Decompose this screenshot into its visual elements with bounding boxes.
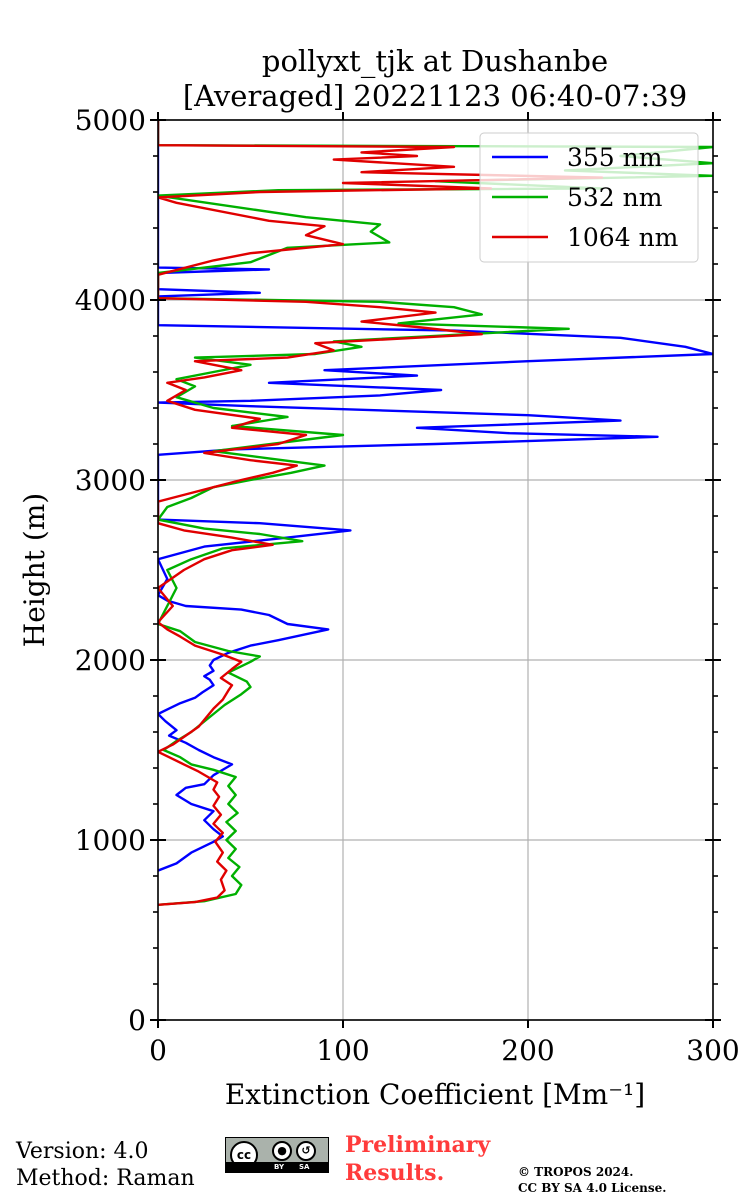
y-tick-label: 5000 (75, 104, 146, 137)
series-lines (158, 120, 713, 906)
share-alike-icon: ↺ (296, 1141, 316, 1161)
preliminary-line1: Preliminary (345, 1132, 491, 1158)
copyright-line2: CC BY SA 4.0 License. (518, 1181, 667, 1195)
x-tick-label: 300 (686, 1034, 739, 1067)
legend: 355 nm 532 nm 1064 nm (479, 132, 699, 263)
chart-title-line1: pollyxt_tjk at Dushanbe (262, 44, 608, 79)
y-tick-label: 1000 (75, 824, 146, 857)
y-tick-label: 2000 (75, 644, 146, 677)
cc-by-sa-license-badge: cc ● ↺ BY SA (225, 1137, 329, 1173)
legend-label: 1064 nm (567, 223, 679, 252)
y-tick-label: 0 (128, 1004, 146, 1037)
legend-label: 532 nm (567, 183, 663, 212)
legend-label: 355 nm (567, 143, 663, 172)
attribution-icon: ● (272, 1141, 292, 1161)
x-tick-label: 100 (316, 1034, 369, 1067)
chart-title-line2: [Averaged] 20221123 06:40-07:39 (183, 79, 687, 113)
cc-badge-bar: BY SA (226, 1162, 328, 1172)
legend-box (479, 132, 699, 263)
method-text: Method: Raman (16, 1166, 195, 1191)
y-tick-label: 3000 (75, 464, 146, 497)
copyright-note: © TROPOS 2024. CC BY SA 4.0 License. (518, 1164, 666, 1196)
preliminary-results-note: Preliminary Results. (345, 1131, 490, 1187)
by-label: BY (274, 1163, 285, 1171)
preliminary-line2: Results. (345, 1160, 445, 1186)
x-tick-label: 0 (149, 1034, 167, 1067)
sa-label: SA (299, 1163, 310, 1171)
x-axis-label: Extinction Coefficient [Mm⁻¹] (225, 1078, 645, 1111)
y-axis-label: Height (m) (18, 493, 51, 647)
version-text: Version: 4.0 (16, 1139, 149, 1164)
plot-frame (157, 119, 714, 1021)
y-tick-label: 4000 (75, 284, 146, 317)
series-line-355-nm (158, 120, 713, 872)
copyright-line1: © TROPOS 2024. (518, 1165, 634, 1179)
series-line-1064-nm (158, 120, 604, 906)
footer-info: Version: 4.0 Method: Raman (16, 1138, 195, 1192)
x-tick-label: 200 (501, 1034, 554, 1067)
extinction-profile-chart: pollyxt_tjk at Dushanbe [Averaged] 20221… (18, 44, 740, 1111)
series-line-532-nm (158, 120, 713, 906)
